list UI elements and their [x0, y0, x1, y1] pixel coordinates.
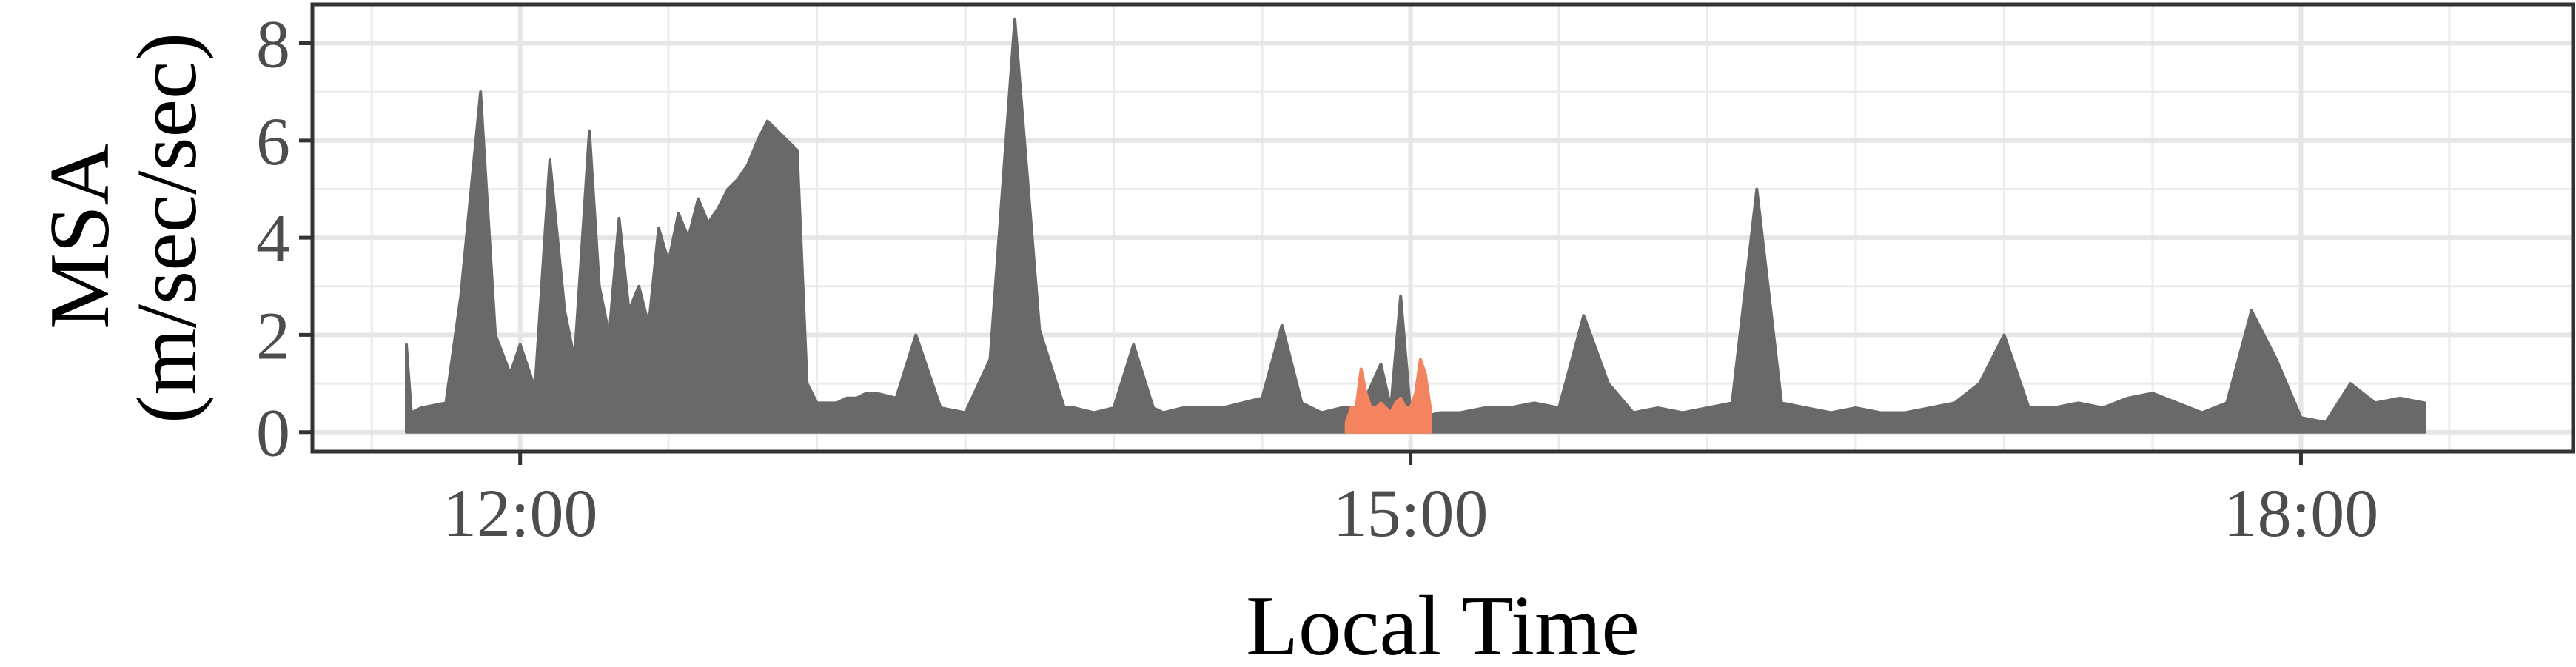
y-tick-label: 0 [256, 395, 290, 471]
y-tick-label: 8 [256, 7, 290, 82]
x-tick-label: 15:00 [1333, 475, 1489, 551]
y-axis-title-line-2: (m/sec/sec) [120, 33, 215, 423]
series-1-area [1344, 358, 1432, 434]
y-tick-label: 2 [256, 298, 290, 373]
series-layer [404, 17, 2426, 434]
y-tick-label: 6 [256, 104, 290, 179]
x-tick-label: 18:00 [2224, 475, 2379, 551]
y-tick-label: 4 [256, 201, 290, 276]
panel-border [310, 2, 2575, 454]
y-axis-title-line-1: MSA [33, 144, 127, 329]
series-0-area [404, 17, 2426, 434]
axis-layer: 12:00 15:00 18:00 0 2 4 6 8 [256, 7, 2378, 551]
y-axis-title: MSA (m/sec/sec) [33, 33, 215, 423]
x-tick-label: 12:00 [443, 475, 598, 551]
x-axis-title: Local Time [1246, 579, 1640, 663]
